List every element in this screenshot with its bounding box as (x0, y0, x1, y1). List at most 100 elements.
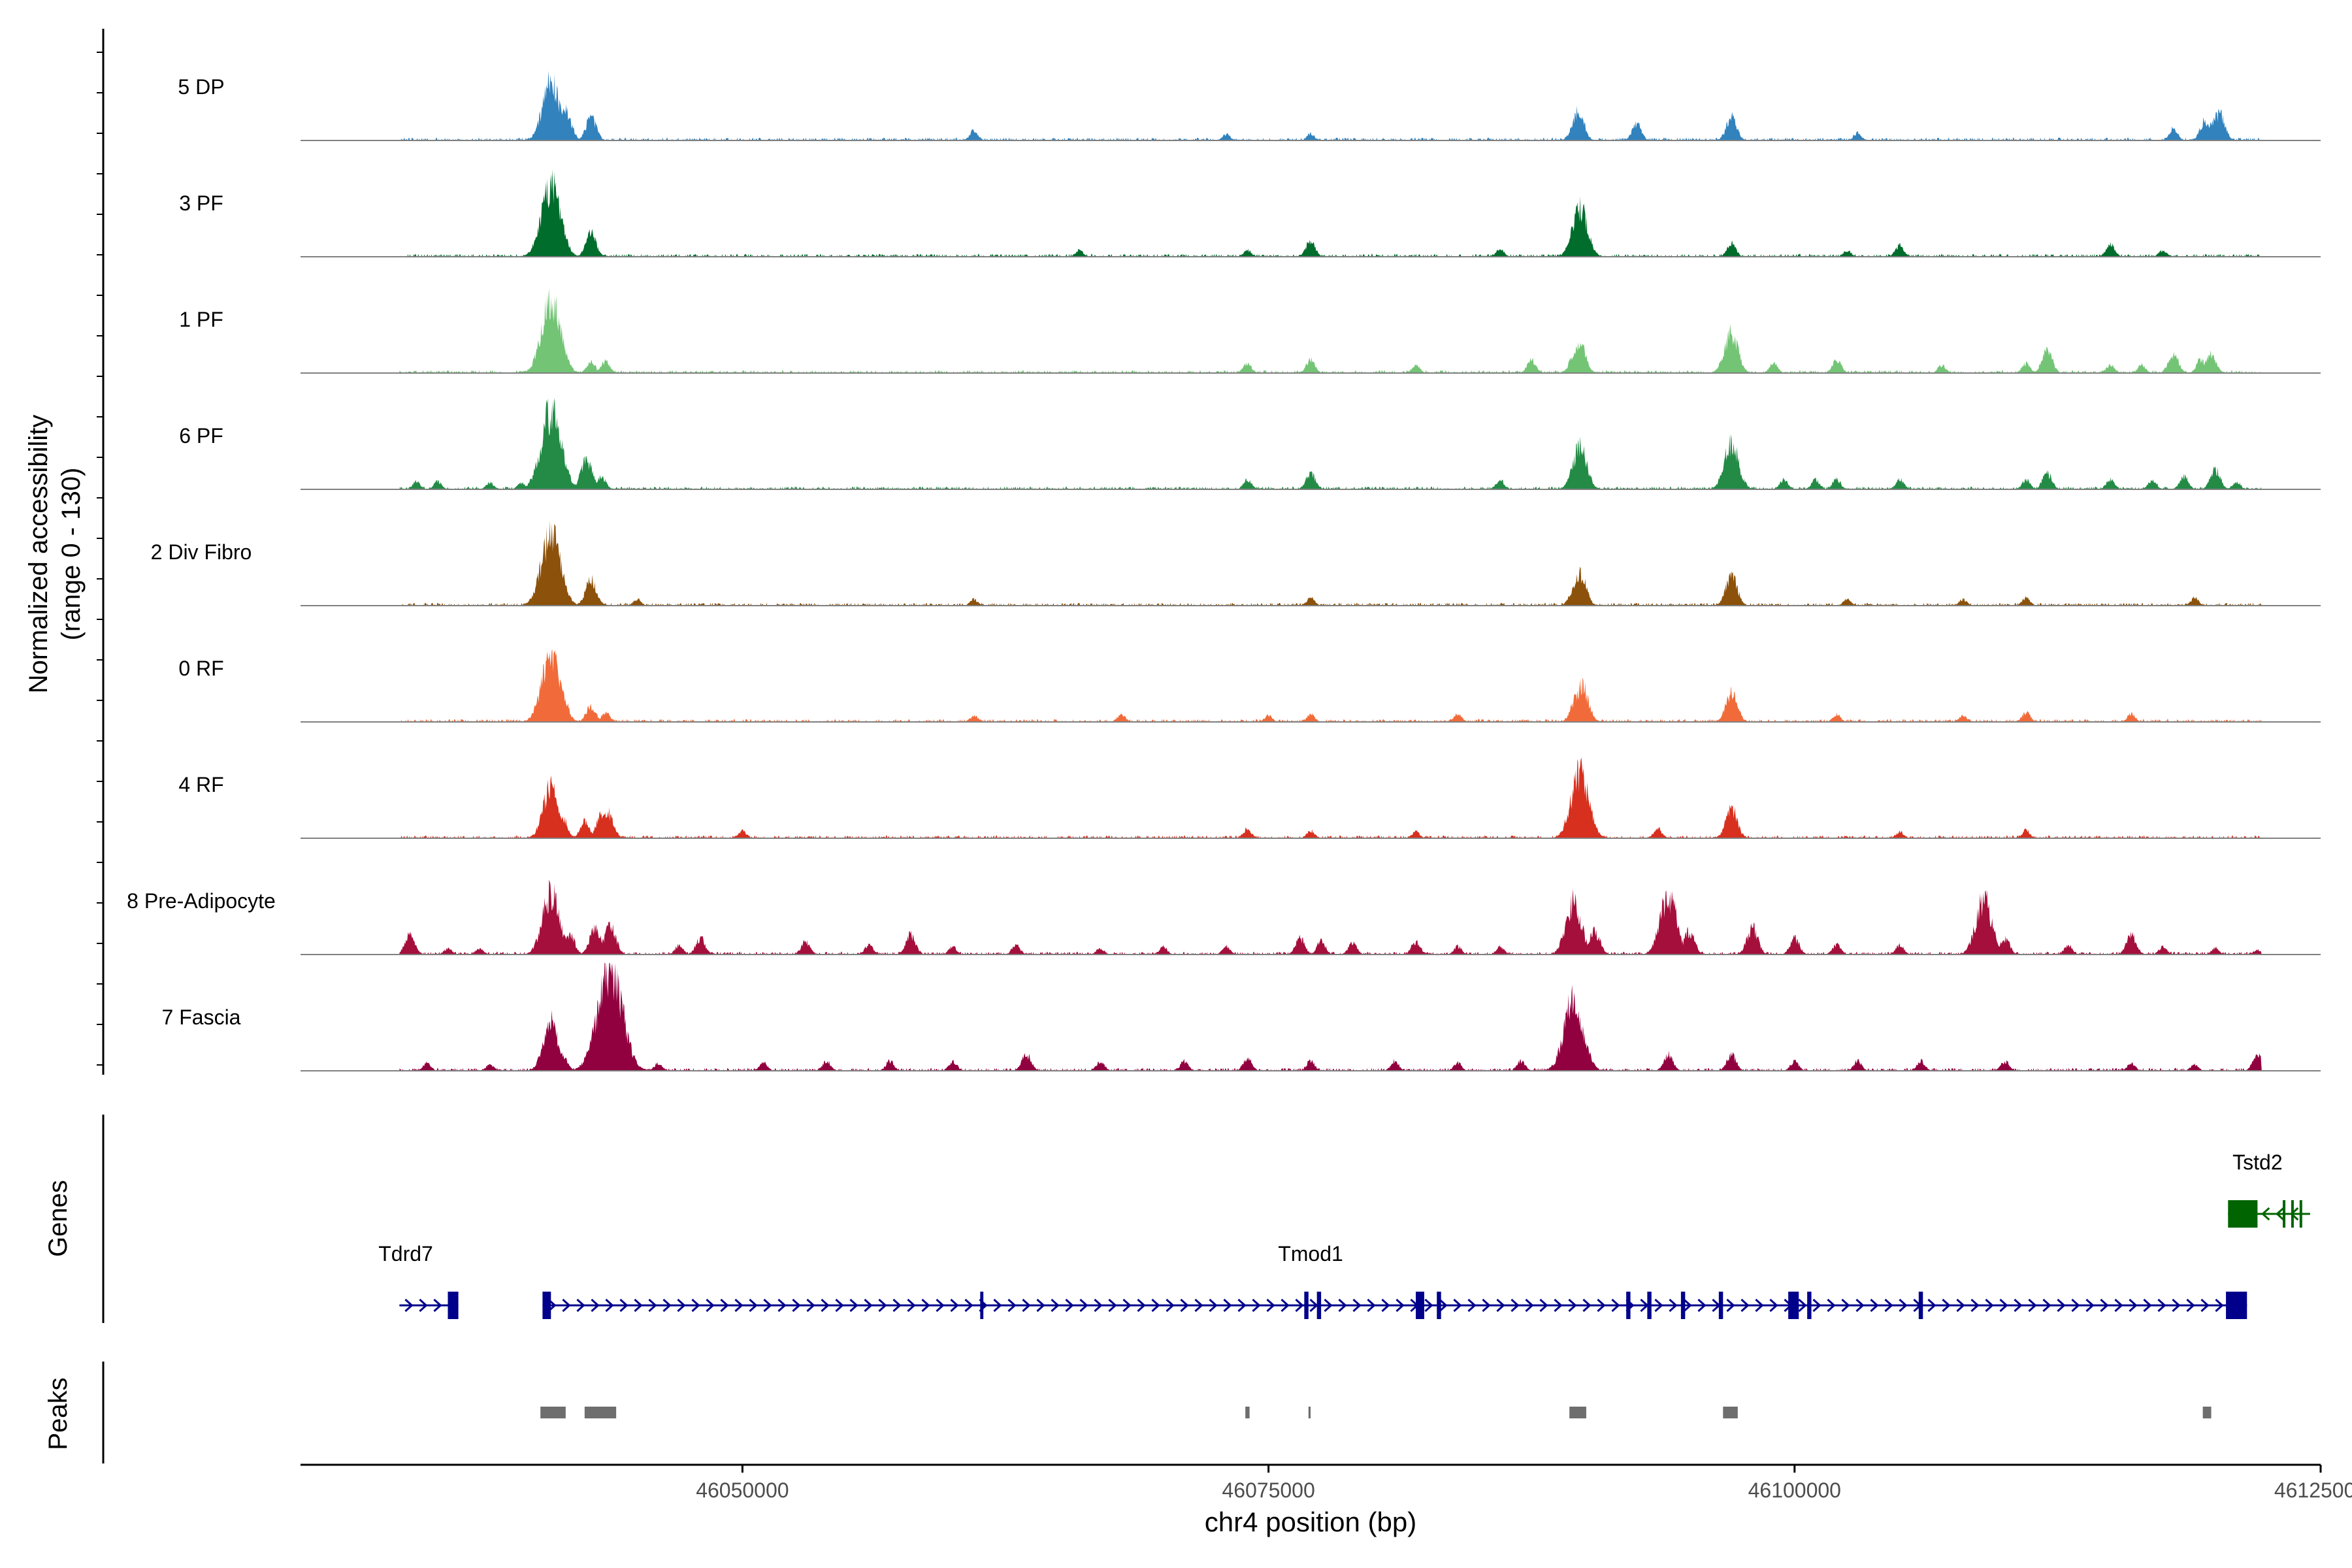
strand-chevron (2100, 1298, 2109, 1313)
strand-chevron (1180, 1298, 1189, 1313)
strand-chevron (1999, 1298, 2008, 1313)
strand-chevron (433, 1298, 442, 1313)
genes-panel-label: Genes (44, 1180, 73, 1257)
exon (1788, 1292, 1799, 1319)
strand-chevron (734, 1298, 743, 1313)
track-5-dp: 5 DP (178, 71, 2321, 141)
peaks-panel-label: Peaks (44, 1377, 73, 1450)
exon (1918, 1292, 1923, 1319)
exon (1626, 1292, 1631, 1319)
strand-chevron (1036, 1298, 1045, 1313)
exon (2291, 1200, 2294, 1228)
strand-chevron (2143, 1298, 2152, 1313)
strand-chevron (648, 1298, 657, 1313)
strand-chevron (1237, 1298, 1247, 1313)
strand-chevron (1022, 1298, 1031, 1313)
peak-regions (540, 1407, 2212, 1418)
strand-chevron (1525, 1298, 1534, 1313)
strand-chevron (1467, 1298, 1477, 1313)
strand-chevron (993, 1298, 1002, 1313)
strand-chevron (2057, 1298, 2066, 1313)
track-1-pf: 1 PF (179, 288, 2321, 374)
track-label: 6 PF (179, 424, 223, 448)
strand-chevron (763, 1298, 772, 1313)
peak-region (1308, 1407, 1311, 1418)
track-7-fascia: 7 Fascia (162, 963, 2321, 1071)
track-8-pre-adipocyte: 8 Pre-Adipocyte (127, 879, 2321, 955)
strand-chevron (1870, 1298, 1879, 1313)
gene-tstd2: Tstd2 (2228, 1151, 2310, 1228)
strand-chevron (591, 1298, 600, 1313)
strand-chevron (1611, 1298, 1620, 1313)
strand-chevron (792, 1298, 801, 1313)
strand-chevron (720, 1298, 729, 1313)
exon (1304, 1292, 1309, 1319)
strand-chevron (1568, 1298, 1577, 1313)
strand-chevron (1324, 1298, 1333, 1313)
peak-region (1723, 1407, 1738, 1418)
strand-chevron (404, 1298, 414, 1313)
strand-chevron (1769, 1298, 1778, 1313)
strand-chevron (1381, 1298, 1390, 1313)
strand-chevron (1166, 1298, 1175, 1313)
strand-chevron (2157, 1298, 2166, 1313)
coverage-axis-ticks (97, 52, 103, 1066)
strand-chevron (2172, 1298, 2181, 1313)
coverage-area (399, 649, 2262, 722)
exon (1316, 1292, 1322, 1319)
strand-chevron (1927, 1298, 1936, 1313)
strand-chevron (1137, 1298, 1146, 1313)
strand-chevron (1539, 1298, 1548, 1313)
strand-chevron (706, 1298, 715, 1313)
strand-chevron (1985, 1298, 1994, 1313)
strand-chevron (1669, 1298, 1678, 1313)
strand-chevron (576, 1298, 585, 1313)
strand-chevron (1755, 1298, 1764, 1313)
strand-chevron (1942, 1298, 1951, 1313)
strand-chevron (1554, 1298, 1563, 1313)
strand-chevron (2071, 1298, 2080, 1313)
strand-chevron (2261, 1207, 2270, 1221)
strand-chevron (1151, 1298, 1160, 1313)
track-label: 3 PF (179, 191, 223, 215)
strand-chevron (950, 1298, 959, 1313)
strand-chevron (2200, 1298, 2210, 1313)
strand-chevron (1295, 1298, 1304, 1313)
strand-chevron (1252, 1298, 1261, 1313)
exon (1680, 1292, 1686, 1319)
strand-chevron (1309, 1298, 1318, 1313)
exon (2228, 1200, 2258, 1228)
coverage-area (399, 757, 2262, 838)
exon (2226, 1292, 2247, 1319)
strand-chevron (1812, 1298, 1821, 1313)
strand-chevron (2114, 1298, 2123, 1313)
strand-chevron (1367, 1298, 1376, 1313)
strand-chevron (1439, 1298, 1448, 1313)
strand-chevron (1108, 1298, 1117, 1313)
strand-chevron (1884, 1298, 1893, 1313)
strand-chevron (1094, 1298, 1103, 1313)
strand-chevron (1597, 1298, 1606, 1313)
y-axis-range-label: (range 0 - 130) (57, 468, 86, 641)
strand-chevron (1194, 1298, 1203, 1313)
track-2-div-fibro: 2 Div Fibro (151, 520, 2321, 606)
strand-chevron (634, 1298, 643, 1313)
track-label: 1 PF (179, 308, 223, 331)
strand-chevron (749, 1298, 758, 1313)
gene-label: Tstd2 (2232, 1151, 2282, 1174)
strand-chevron (1654, 1298, 1663, 1313)
strand-chevron (1079, 1298, 1088, 1313)
coverage-area (399, 71, 2262, 140)
strand-chevron (1798, 1298, 1807, 1313)
strand-chevron (1496, 1298, 1505, 1313)
strand-chevron (2129, 1298, 2138, 1313)
strand-chevron (1424, 1298, 1433, 1313)
strand-chevron (1122, 1298, 1132, 1313)
strand-chevron (1855, 1298, 1865, 1313)
strand-chevron (1266, 1298, 1275, 1313)
x-tick-label: 46075000 (1222, 1478, 1315, 1502)
peak-region (584, 1407, 617, 1418)
track-label: 4 RF (178, 773, 223, 796)
strand-chevron (1065, 1298, 1074, 1313)
